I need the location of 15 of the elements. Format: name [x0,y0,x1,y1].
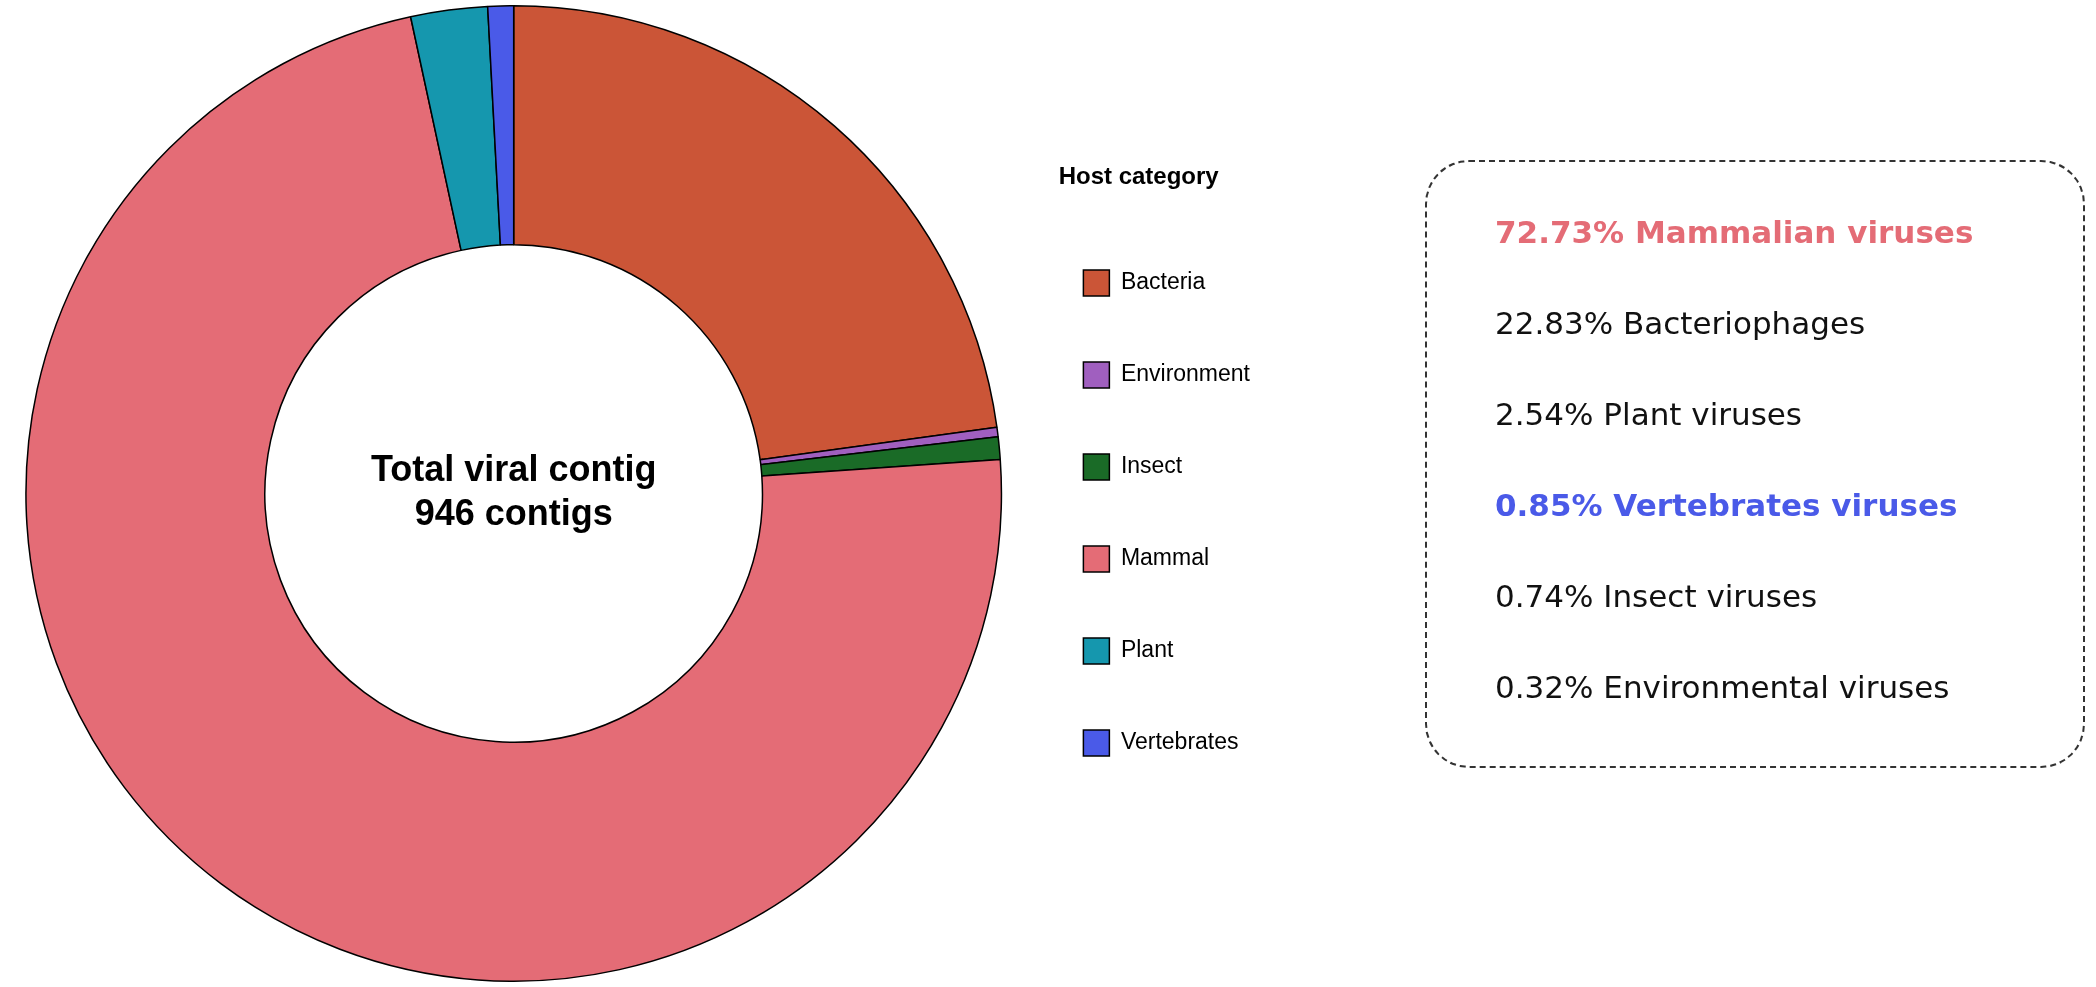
text: 0.74% Insect viruses [1495,577,1819,616]
legend-label: Plant [1120,636,1174,663]
text: 0.85% Vertebrates viruses [1495,486,1959,525]
text: 2.54% Plant viruses [1495,395,1804,434]
legend-label: Environment [1120,360,1251,387]
legend-label: Mammal [1120,544,1210,571]
text: 946 contigs [414,492,613,534]
text: 72.73% Mammalian viruses [1495,213,1975,252]
legend-title: Host category [1058,161,1220,189]
text: Total viral contig [371,448,657,490]
legend-label: Insect [1120,452,1183,479]
legend-label: Vertebrates [1120,728,1239,755]
text: 0.32% Environmental viruses [1495,668,1951,707]
text: 22.83% Bacteriophages [1495,304,1867,343]
legend-label: Bacteria [1120,268,1206,295]
